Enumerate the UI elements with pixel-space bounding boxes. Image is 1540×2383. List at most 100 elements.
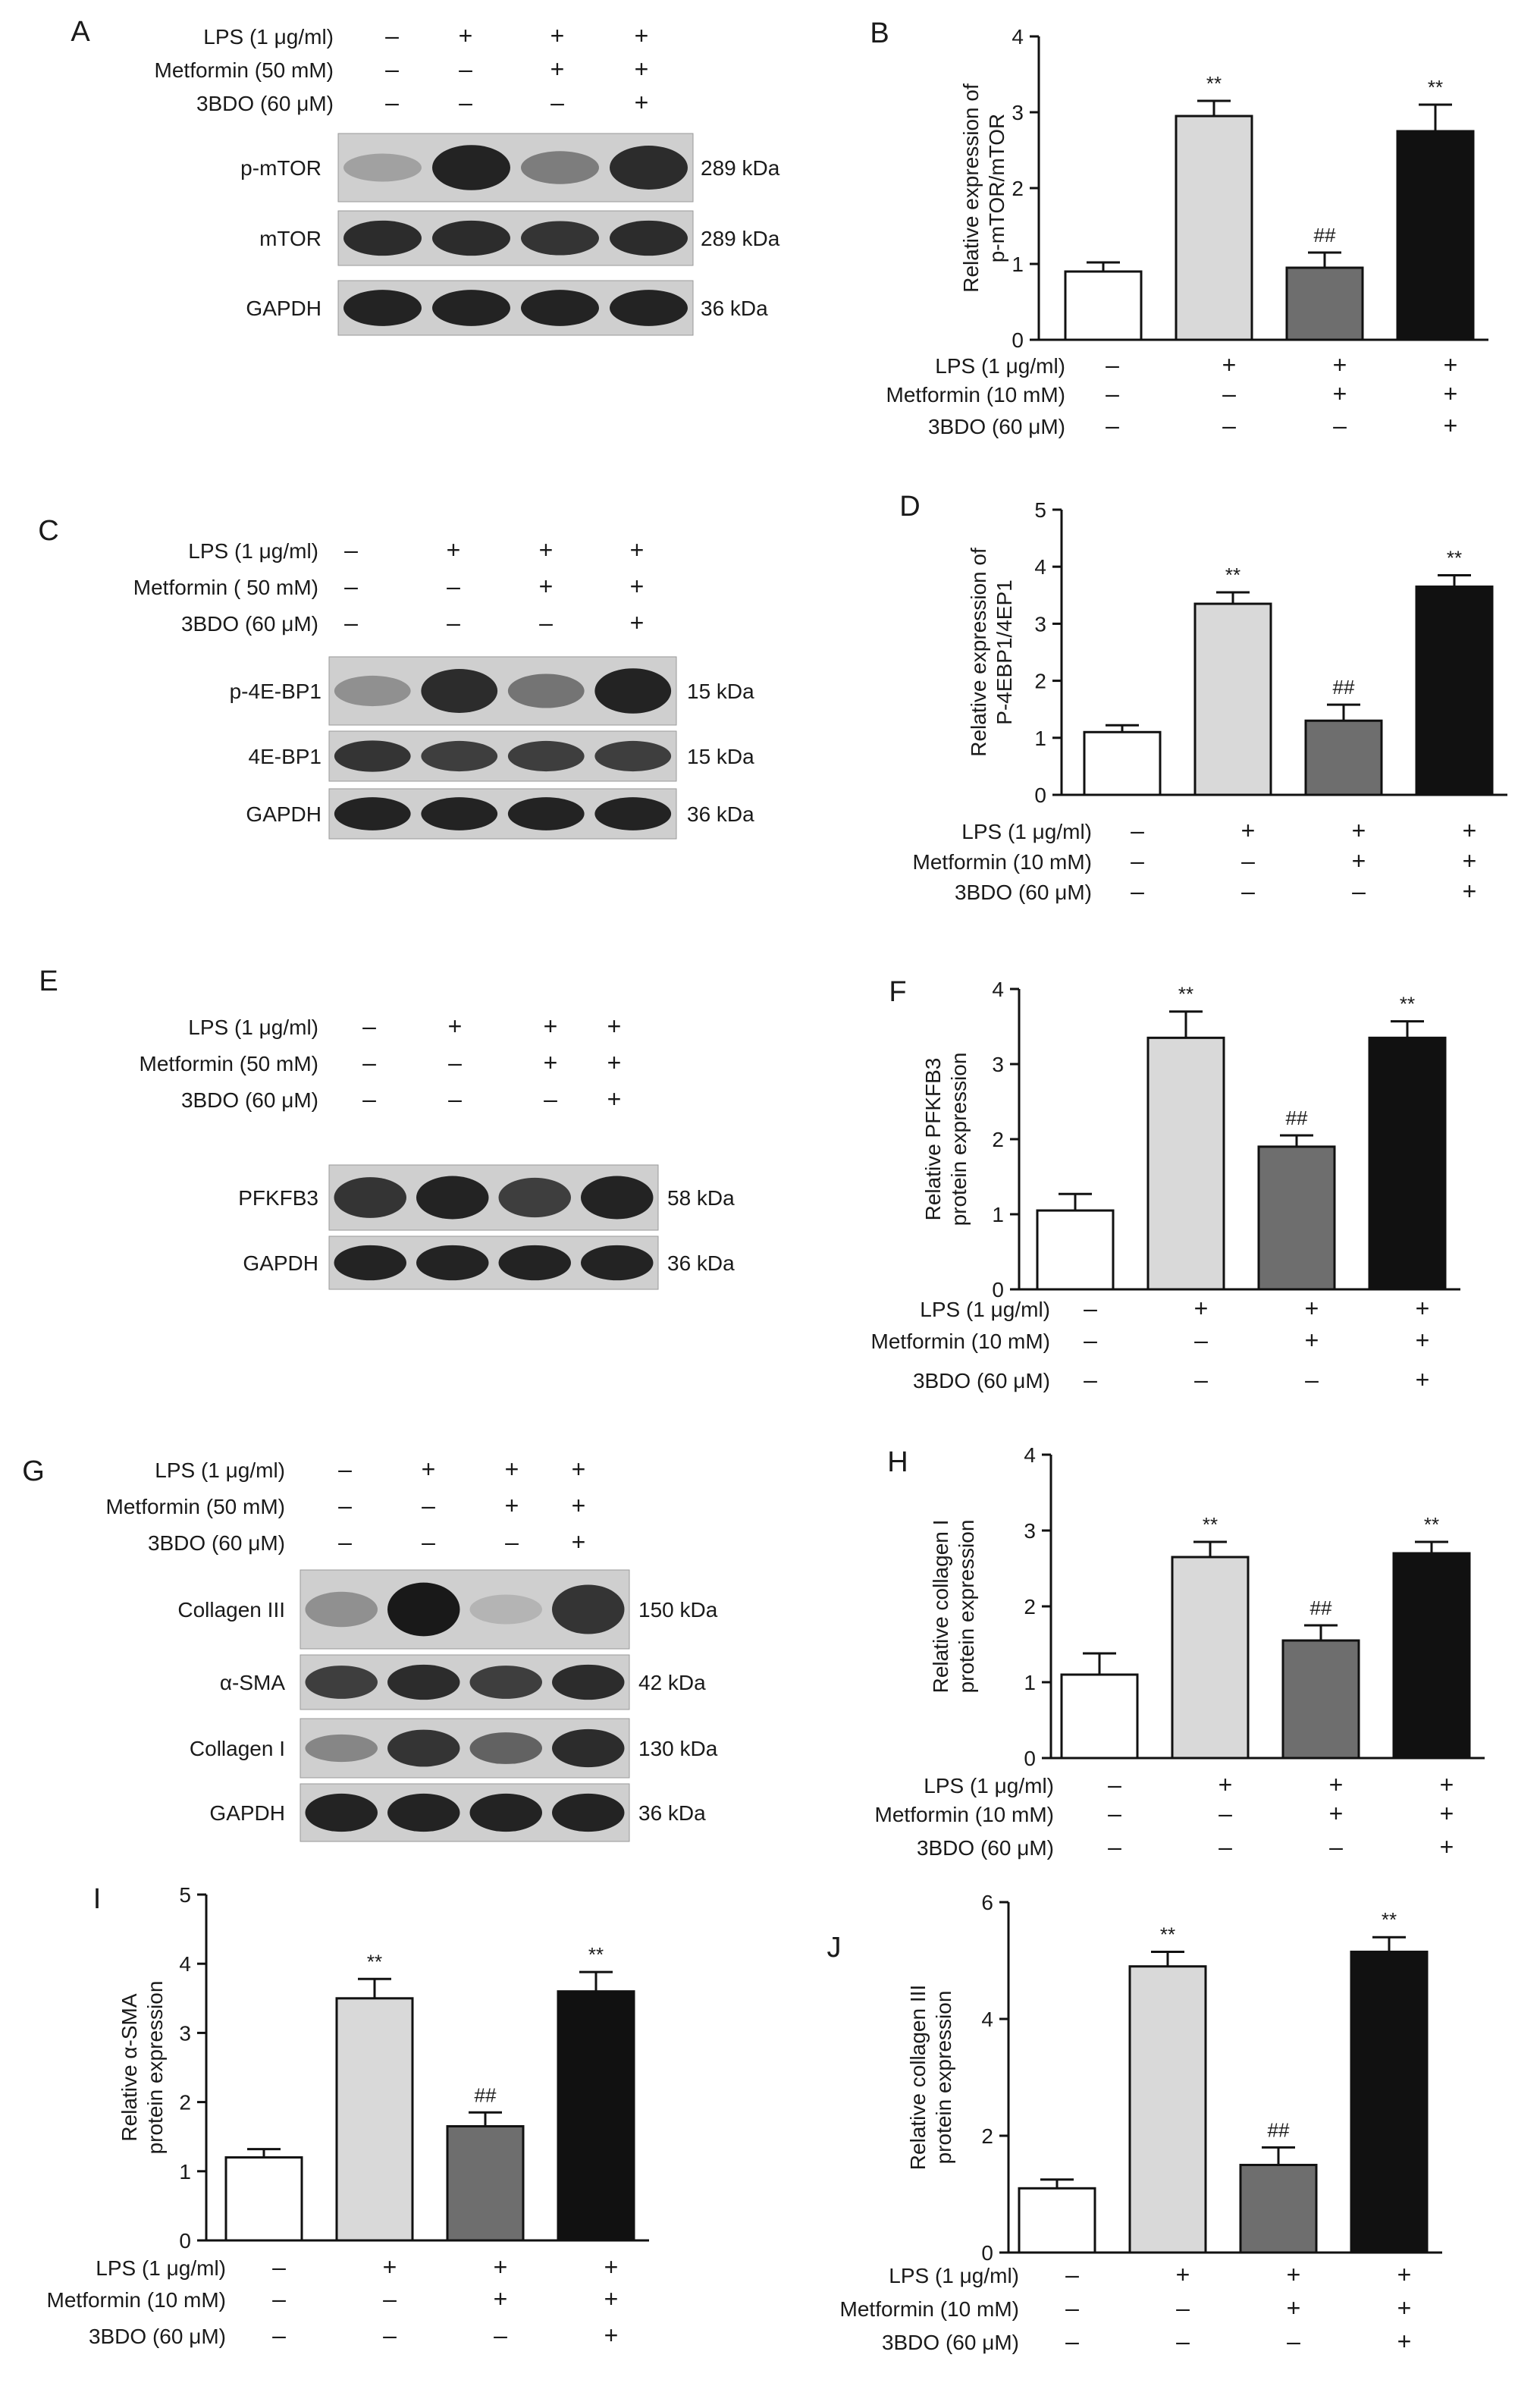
significance-label: ** (1382, 1908, 1397, 1931)
bar (1171, 1556, 1250, 1760)
western-blot-panel-g: G LPS (1 μg/ml) – + + + Metformin (50 mM) – – + +3… (22, 1455, 718, 1842)
condition-label: 3BDO (60 μM) (181, 612, 318, 636)
band (469, 1732, 542, 1764)
y-tick-label: 1 (179, 2160, 191, 2184)
band (387, 1793, 460, 1832)
significance-label: ## (1268, 2118, 1290, 2141)
blot-row-4e-bp1: 4E-BP1 15 kDa (249, 730, 754, 782)
band (305, 1734, 378, 1763)
bar (1146, 1036, 1225, 1291)
western-blot-panel-c: C LPS (1 μg/ml) – + + + Metformin ( 50 mM) – – + +… (38, 515, 754, 840)
bar (1175, 115, 1253, 341)
bar-chart-panel-i: I 0 1 2 3 4 5 Relative α-SMA protein expression *… (47, 1883, 649, 2349)
minus-mark: – (505, 1528, 519, 1556)
plus-mark: + (604, 2285, 619, 2312)
condition-label: LPS (1 μg/ml) (155, 1458, 285, 1482)
significance-label: ** (1206, 72, 1222, 95)
y-tick-label: 2 (981, 2124, 993, 2148)
minus-mark: – (362, 1013, 376, 1040)
minus-mark: – (422, 1528, 435, 1556)
plus-mark: + (1329, 1800, 1344, 1827)
band (498, 1245, 571, 1281)
band (334, 797, 411, 830)
plus-mark: + (544, 1049, 558, 1076)
band-size-label: 130 kDa (638, 1737, 718, 1760)
y-tick-label: 3 (179, 2021, 191, 2045)
bar (1060, 1673, 1139, 1760)
plus-mark: + (635, 55, 649, 83)
band (507, 740, 585, 772)
band (594, 740, 672, 772)
band (581, 1245, 654, 1281)
bar (1368, 1036, 1447, 1291)
significance-label: ## (1314, 224, 1336, 246)
y-axis-label: Relative expression of (967, 548, 990, 757)
minus-mark: – (362, 1049, 376, 1076)
minus-mark: – (1333, 412, 1347, 439)
significance-label: ** (1400, 993, 1415, 1016)
band (610, 290, 688, 326)
band (334, 675, 411, 707)
blot-row-gapdh: GAPDH 36 kDa (246, 280, 768, 336)
band (552, 1728, 625, 1768)
y-axis-label: P-4EBP1/4EP1 (993, 579, 1016, 724)
plus-mark: + (604, 2253, 619, 2281)
band-size-label: 150 kDa (638, 1598, 718, 1622)
condition-label: Metformin (50 mM) (106, 1495, 285, 1518)
y-tick-label: 0 (992, 1278, 1004, 1301)
band-size-label: 42 kDa (638, 1671, 706, 1694)
condition-label: LPS (1 μg/ml) (188, 539, 318, 563)
minus-mark: – (448, 1049, 462, 1076)
minus-mark: – (1305, 1366, 1319, 1393)
minus-mark: – (1176, 2294, 1190, 2322)
band (421, 797, 498, 830)
band (469, 1666, 542, 1699)
bar (1193, 602, 1272, 796)
minus-mark: – (539, 609, 553, 636)
plus-mark: + (1329, 1771, 1344, 1798)
plus-mark: + (550, 22, 565, 49)
significance-label: ** (1424, 1513, 1439, 1536)
condition-label: 3BDO (60 μM) (181, 1088, 318, 1112)
minus-mark: – (448, 1085, 462, 1113)
condition-label: Metformin (50 mM) (155, 58, 334, 82)
y-tick-label: 3 (1034, 612, 1046, 636)
bar (1285, 266, 1364, 341)
minus-mark: – (362, 1085, 376, 1113)
band (552, 1793, 625, 1832)
band (432, 220, 510, 256)
blot-row-p-mtor: p-mTOR 289 kDa (240, 133, 780, 203)
panel-letter: J (827, 1932, 842, 1964)
y-tick-label: 2 (1012, 177, 1024, 200)
plus-mark: + (607, 1013, 622, 1040)
minus-mark: – (1065, 2328, 1079, 2355)
bar (1239, 2164, 1318, 2254)
band (521, 290, 599, 326)
band-size-label: 36 kDa (687, 802, 754, 826)
minus-mark: – (344, 609, 358, 636)
plus-mark: + (1416, 1366, 1430, 1393)
plus-mark: + (459, 22, 473, 49)
y-tick-label: 2 (992, 1128, 1004, 1151)
plus-mark: + (630, 536, 645, 564)
bar (1083, 730, 1162, 796)
protein-label: GAPDH (246, 297, 321, 320)
plus-mark: + (544, 1013, 558, 1040)
band-size-label: 36 kDa (667, 1251, 735, 1275)
y-tick-label: 2 (1034, 670, 1046, 693)
y-tick-label: 4 (981, 2008, 993, 2031)
bar (1128, 1965, 1207, 2254)
band (305, 1793, 378, 1832)
band (594, 797, 672, 830)
minus-mark: – (1222, 412, 1236, 439)
band (610, 220, 688, 256)
blot-row-gapdh: GAPDH 36 kDa (243, 1235, 735, 1290)
bar (1415, 586, 1494, 796)
minus-mark: – (1219, 1800, 1232, 1827)
plus-mark: + (1440, 1833, 1454, 1860)
condition-label: Metformin (10 mM) (913, 850, 1092, 874)
y-axis-label: Relative collagen III (906, 1985, 930, 2170)
plus-mark: + (604, 2322, 619, 2349)
plus-mark: + (505, 1455, 519, 1483)
